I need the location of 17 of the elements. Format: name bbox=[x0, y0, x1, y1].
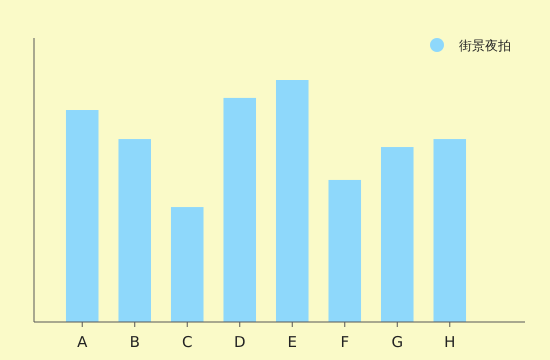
legend-label: 街景夜拍 bbox=[459, 38, 511, 54]
x-tick-label: B bbox=[130, 333, 140, 351]
bar bbox=[276, 80, 309, 322]
bar bbox=[66, 110, 99, 322]
bar bbox=[433, 139, 466, 322]
x-tick-label: E bbox=[288, 333, 297, 351]
x-tick-label: H bbox=[444, 333, 456, 351]
x-tick-label: D bbox=[234, 333, 246, 351]
bar bbox=[118, 139, 152, 322]
x-tick-label: C bbox=[182, 333, 192, 351]
x-tick-label: G bbox=[391, 333, 404, 351]
x-tick-label: A bbox=[77, 333, 88, 351]
bar bbox=[328, 180, 362, 322]
x-tick-label: F bbox=[340, 333, 350, 351]
bar bbox=[380, 147, 414, 322]
bar bbox=[223, 98, 256, 322]
bar bbox=[170, 207, 204, 322]
